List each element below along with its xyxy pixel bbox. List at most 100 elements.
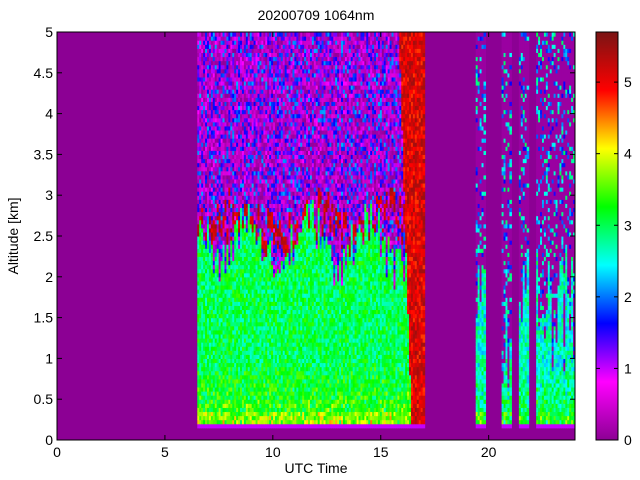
heatmap-cell bbox=[234, 121, 237, 127]
heatmap-cell bbox=[257, 264, 261, 270]
heatmap-cell bbox=[232, 56, 235, 62]
heatmap-cell bbox=[197, 276, 200, 282]
heatmap-cell bbox=[245, 105, 249, 111]
heatmap-cell bbox=[238, 248, 241, 253]
heatmap-cell bbox=[228, 80, 231, 86]
heatmap-cell bbox=[245, 362, 249, 368]
heatmap-cell bbox=[247, 391, 251, 396]
heatmap-cell bbox=[216, 301, 220, 306]
heatmap-cell bbox=[216, 272, 220, 278]
heatmap-cell bbox=[230, 121, 233, 127]
heatmap-cell bbox=[201, 36, 204, 41]
heatmap-cell bbox=[228, 138, 231, 143]
heatmap-cell bbox=[241, 93, 245, 98]
heatmap-cell bbox=[201, 366, 204, 372]
heatmap-cell bbox=[238, 219, 241, 225]
heatmap-cell bbox=[199, 138, 202, 143]
heatmap-cell bbox=[247, 403, 251, 408]
heatmap-cell bbox=[220, 170, 224, 176]
heatmap-cell bbox=[199, 346, 202, 351]
heatmap-cell bbox=[241, 68, 245, 74]
heatmap-cell bbox=[232, 399, 235, 404]
heatmap-cell bbox=[259, 207, 262, 213]
heatmap-cell bbox=[249, 268, 253, 274]
heatmap-cell bbox=[199, 36, 202, 41]
heatmap-cell bbox=[251, 56, 255, 62]
heatmap-cell bbox=[230, 32, 233, 37]
heatmap-cell bbox=[214, 374, 218, 380]
heatmap-cell bbox=[251, 346, 255, 351]
heatmap-cell bbox=[247, 56, 251, 62]
heatmap-cell bbox=[222, 386, 226, 392]
heatmap-cell bbox=[218, 284, 222, 290]
heatmap-cell bbox=[259, 313, 262, 319]
heatmap-cell bbox=[236, 264, 239, 270]
heatmap-cell bbox=[247, 125, 251, 131]
heatmap-cell bbox=[212, 240, 216, 245]
heatmap-cell bbox=[220, 80, 224, 86]
heatmap-cell bbox=[205, 370, 208, 376]
heatmap-cell bbox=[257, 187, 261, 192]
heatmap-cell bbox=[197, 80, 200, 86]
heatmap-cell bbox=[257, 56, 261, 62]
heatmap-cell bbox=[241, 56, 245, 62]
heatmap-cell bbox=[210, 301, 214, 306]
heatmap-cell bbox=[199, 174, 202, 180]
heatmap-cell bbox=[226, 342, 229, 347]
heatmap-cell bbox=[245, 80, 249, 86]
heatmap-cell bbox=[269, 56, 272, 62]
heatmap-cell bbox=[205, 399, 208, 404]
heatmap-cell bbox=[261, 289, 264, 294]
heatmap-cell bbox=[236, 89, 239, 94]
heatmap-cell bbox=[269, 354, 272, 359]
heatmap-cell bbox=[234, 248, 237, 253]
heatmap-cell bbox=[222, 182, 226, 188]
heatmap-cell bbox=[259, 52, 262, 58]
heatmap-cell bbox=[249, 240, 253, 245]
heatmap-cell bbox=[212, 60, 216, 66]
heatmap-cell bbox=[234, 146, 237, 151]
heatmap-cell bbox=[199, 154, 202, 160]
heatmap-cell bbox=[238, 342, 241, 347]
heatmap-cell bbox=[212, 134, 216, 139]
heatmap-cell bbox=[255, 240, 259, 245]
heatmap-cell bbox=[214, 289, 218, 294]
heatmap-cell bbox=[208, 329, 212, 335]
heatmap-cell bbox=[218, 423, 222, 429]
heatmap-cell bbox=[249, 101, 253, 107]
heatmap-cell bbox=[212, 284, 216, 290]
heatmap-cell bbox=[247, 48, 251, 53]
heatmap-cell bbox=[251, 284, 255, 290]
heatmap-cell bbox=[232, 32, 235, 37]
heatmap-cell bbox=[265, 158, 268, 164]
heatmap-cell bbox=[243, 191, 247, 196]
heatmap-cell bbox=[230, 354, 233, 359]
heatmap-cell bbox=[205, 48, 208, 53]
heatmap-cell bbox=[236, 134, 239, 139]
heatmap-cell bbox=[257, 272, 261, 278]
heatmap-cell bbox=[273, 187, 276, 192]
heatmap-cell bbox=[255, 68, 259, 74]
heatmap-cell bbox=[228, 150, 231, 155]
heatmap-cell bbox=[224, 272, 228, 278]
heatmap-cell bbox=[263, 158, 266, 164]
heatmap-cell bbox=[210, 236, 214, 241]
heatmap-cell bbox=[259, 366, 262, 372]
heatmap-cell bbox=[234, 129, 237, 135]
heatmap-cell bbox=[243, 350, 247, 355]
heatmap-cell bbox=[212, 109, 216, 115]
heatmap-cell bbox=[238, 174, 241, 180]
heatmap-cell bbox=[216, 134, 220, 139]
heatmap-cell bbox=[249, 342, 253, 347]
heatmap-cell bbox=[257, 411, 261, 417]
heatmap-cell bbox=[255, 223, 259, 229]
heatmap-cell bbox=[271, 346, 274, 351]
heatmap-cell bbox=[218, 391, 222, 396]
heatmap-cell bbox=[208, 85, 212, 90]
heatmap-cell bbox=[259, 154, 262, 160]
heatmap-cell bbox=[228, 76, 231, 82]
heatmap-cell bbox=[257, 80, 261, 86]
heatmap-cell bbox=[267, 395, 270, 400]
heatmap-cell bbox=[220, 203, 224, 209]
